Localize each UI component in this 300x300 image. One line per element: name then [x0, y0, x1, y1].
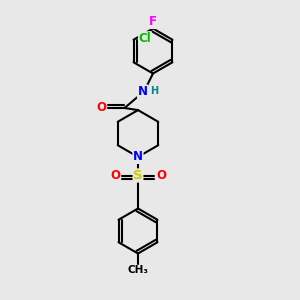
Text: O: O [156, 169, 166, 182]
Text: O: O [96, 101, 106, 115]
Text: N: N [137, 85, 148, 98]
Text: H: H [150, 86, 159, 97]
Text: S: S [133, 169, 143, 182]
Text: F: F [149, 15, 157, 28]
Text: Cl: Cl [139, 32, 151, 45]
Text: O: O [110, 169, 120, 182]
Text: N: N [133, 150, 143, 164]
Text: CH₃: CH₃ [128, 265, 148, 275]
